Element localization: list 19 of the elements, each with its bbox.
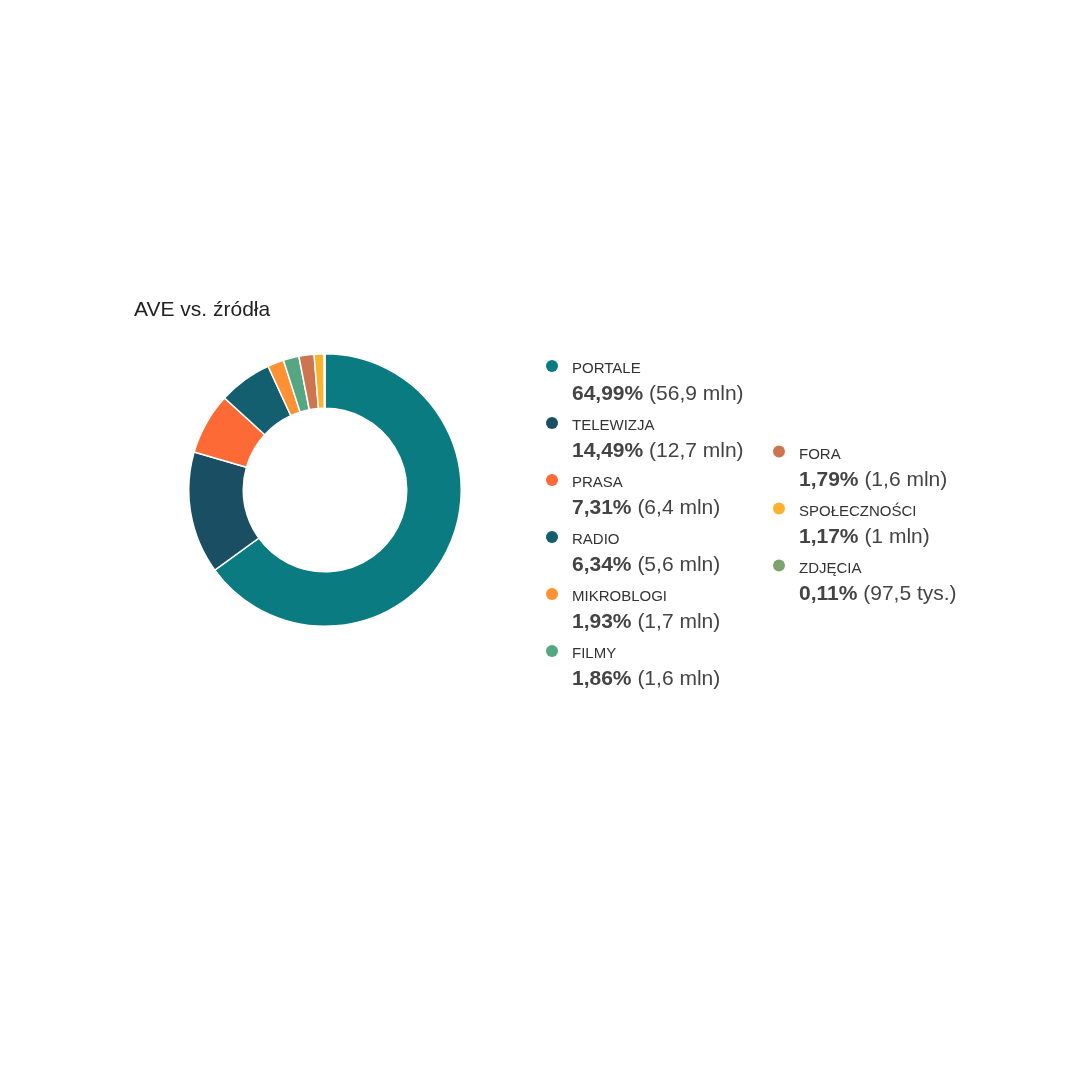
legend-label: MIKROBLOGI: [572, 587, 668, 604]
data-label: 1,93% (1,7 mln): [572, 609, 721, 632]
data-label: 1,79% (1,6 mln): [799, 466, 948, 490]
legend-label: FORA: [799, 444, 841, 462]
legend-label: PORTALE: [572, 359, 641, 376]
data-label: 6,34% (5,6 mln): [572, 552, 721, 575]
data-label: 14,49% (12,7 mln): [572, 438, 744, 461]
data-label: 7,31% (6,4 mln): [572, 495, 721, 518]
legend-label: PRASA: [572, 473, 623, 490]
data-label: 0,11% (97,5 tys.): [799, 580, 957, 604]
legend-label: FILMY: [572, 644, 617, 661]
legend-label: SPOŁECZNOŚCI: [799, 501, 917, 519]
legend-label: ZDJĘCIA: [799, 558, 862, 576]
data-label: 1,86% (1,6 mln): [572, 666, 721, 689]
chart-title: AVE vs. źródła: [134, 297, 271, 320]
data-label: 1,17% (1 mln): [799, 523, 930, 547]
legend-label: TELEWIZJA: [572, 416, 655, 433]
data-label: 64,99% (56,9 mln): [572, 381, 744, 404]
legend-label: RADIO: [572, 530, 620, 547]
